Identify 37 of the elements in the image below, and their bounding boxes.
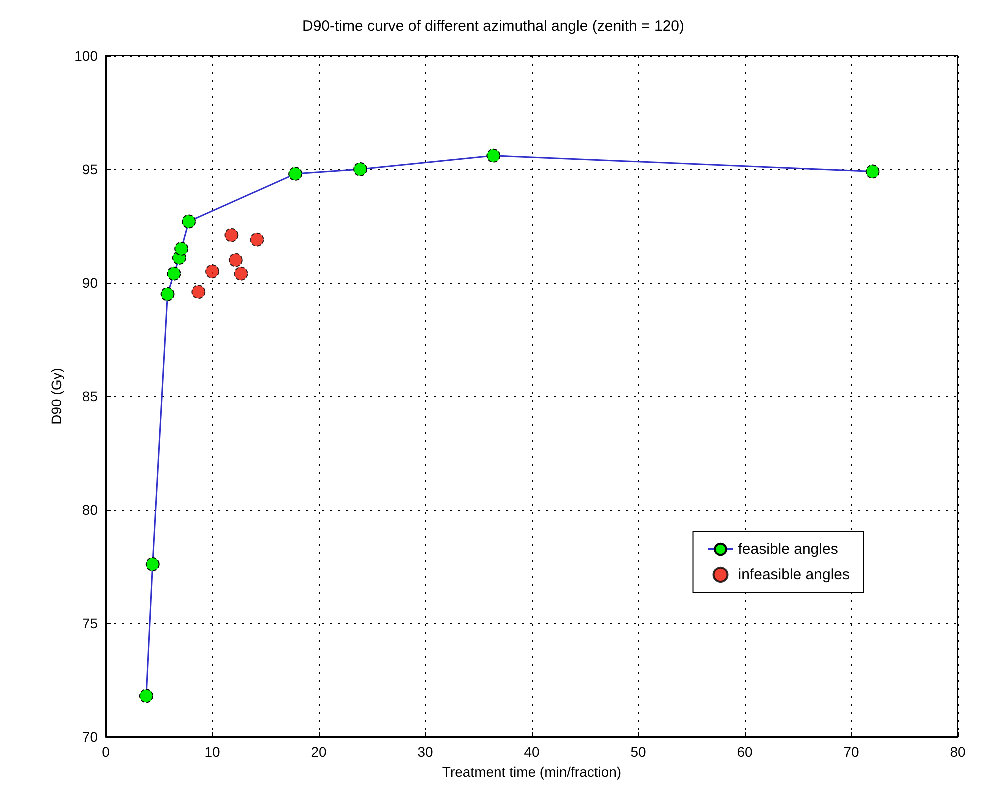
- point: [288, 167, 303, 182]
- point: [160, 287, 175, 302]
- x-tick-label: 80: [950, 744, 966, 760]
- x-tick-label: 50: [630, 744, 646, 760]
- y-tick-label: 75: [82, 616, 98, 632]
- y-tick-label: 100: [74, 48, 98, 64]
- x-tick-label: 30: [418, 744, 434, 760]
- point: [139, 689, 154, 704]
- x-tick-label: 20: [311, 744, 327, 760]
- x-tick-label: 60: [737, 744, 753, 760]
- x-tick-label: 40: [524, 744, 540, 760]
- point: [192, 285, 206, 300]
- point: [206, 264, 220, 279]
- x-tick-label: 10: [204, 744, 220, 760]
- point: [234, 266, 248, 281]
- legend-label: infeasible angles: [738, 566, 850, 584]
- x-axis-title: Treatment time (min/fraction): [442, 764, 622, 780]
- y-axis-title: D90 (Gy): [48, 368, 65, 425]
- point: [174, 242, 189, 256]
- y-tick-label: 80: [82, 502, 98, 518]
- point: [486, 148, 501, 163]
- point: [228, 253, 243, 268]
- point: [182, 214, 196, 229]
- point: [224, 228, 239, 242]
- point: [250, 232, 264, 247]
- y-tick-label: 70: [82, 729, 98, 745]
- y-tick-label: 90: [82, 275, 98, 291]
- y-tick-label: 85: [82, 388, 98, 404]
- point: [146, 557, 160, 572]
- point: [354, 162, 368, 176]
- x-tick-label: 70: [844, 744, 860, 760]
- y-tick-label: 95: [82, 162, 98, 178]
- point: [167, 266, 182, 281]
- point: [866, 164, 880, 179]
- x-tick-label: 0: [102, 744, 110, 760]
- chart-title: D90-time curve of different azimuthal angle (zenith = 120): [302, 18, 685, 35]
- legend-label: feasible angles: [738, 541, 838, 558]
